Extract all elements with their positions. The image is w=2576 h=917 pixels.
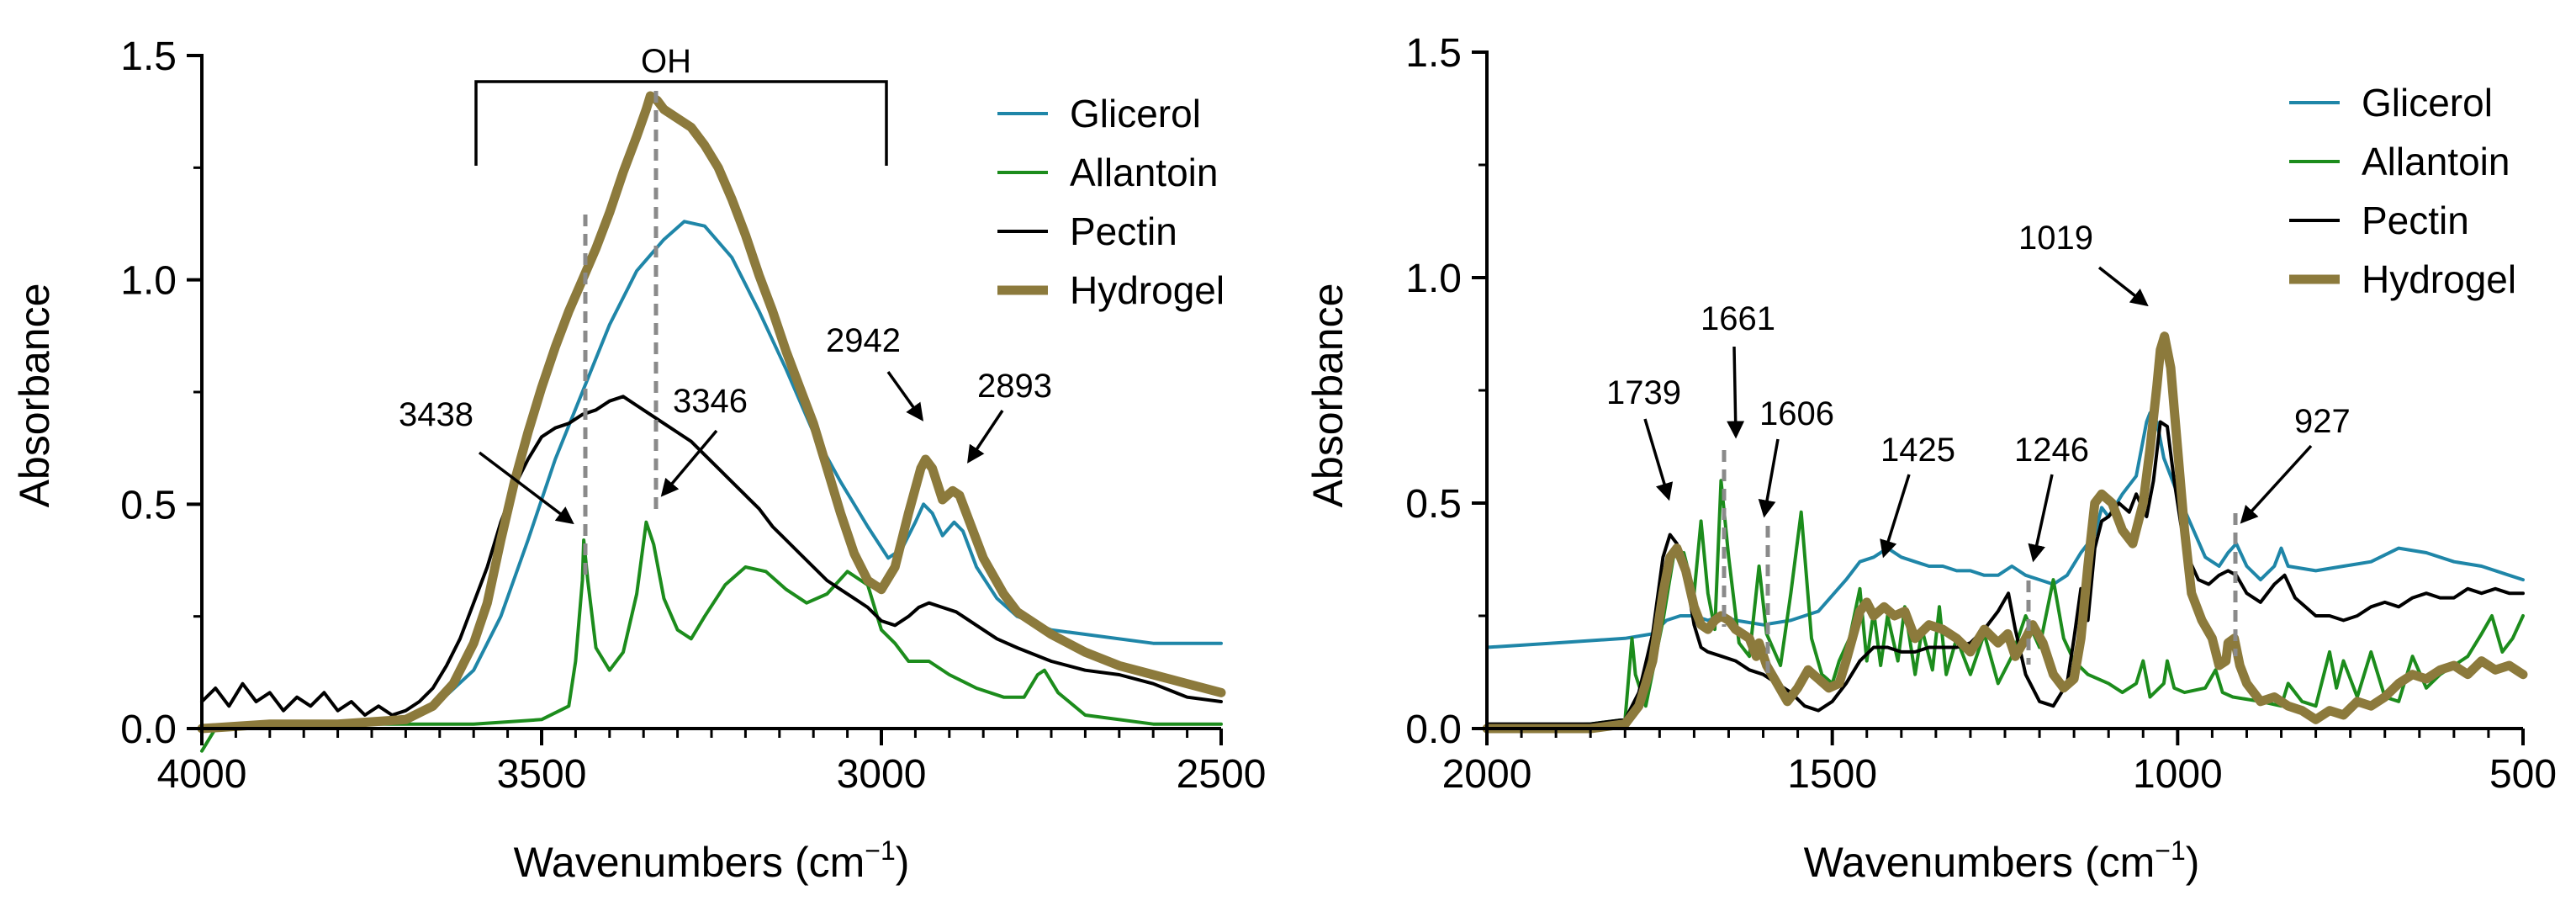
y-tick-label: 1.0 [1405,257,1462,301]
series-line-glicerol-right [1485,411,2525,649]
y-tick-label: 0.0 [1405,708,1462,752]
arrow-1606 [1758,438,1780,518]
x-axis-title-main: Wavenumbers (cm [514,839,865,886]
arrow-1739 [1643,418,1674,501]
series-layer-left [197,91,1226,753]
y-ticks-left: 0.0 0.5 1.0 1.5 [120,34,202,752]
annotation-1739: 1739 [1606,374,1681,411]
legend-label-allantoin: Allantoin [2362,140,2510,183]
x-ticks-left: 4000 3500 3000 2500 [157,729,1267,797]
legend-label-allantoin: Allantoin [1070,151,1218,194]
series-line-pectin-right [1485,420,2525,726]
annotation-1606: 1606 [1759,395,1834,432]
oh-bracket [474,80,888,166]
legend-left: Glicerol Allantoin Pectin Hydrogel [997,92,1225,312]
annotation-2942: 2942 [826,322,901,359]
series-line-glicerol-left [200,220,1223,730]
x-tick-label: 1500 [1787,752,1877,797]
y-tick-label: 1.5 [1405,31,1462,76]
x-axis-title-sup: −1 [865,835,895,866]
x-tick-label: 2000 [1442,752,1532,797]
legend-label-glicerol: Glicerol [1070,92,1201,135]
legend-label-pectin: Pectin [1070,209,1177,253]
annotation-3346: 3346 [673,383,748,420]
arrow-1246 [2028,474,2054,563]
x-axis-title-end: ) [896,839,910,886]
x-axis-title-main: Wavenumbers (cm [1804,839,2155,886]
annotation-2893: 2893 [977,368,1052,405]
series-line-allantoin-left [200,520,1223,753]
legend-right: Glicerol Allantoin Pectin Hydrogel [2289,81,2516,301]
legend-label-hydrogel: Hydrogel [2362,257,2516,301]
y-tick-label: 1.0 [120,259,177,304]
y-tick-label: 1.5 [120,34,177,79]
guides-left [583,91,659,579]
annotations-left: OH 3438 3346 2942 2893 [399,43,1052,525]
y-tick-label: 0.5 [120,483,177,527]
arrow-1019 [2097,266,2149,307]
x-axis-title-sup: −1 [2155,835,2185,866]
annotation-927: 927 [2294,403,2351,440]
legend-label-hydrogel: Hydrogel [1070,268,1225,312]
annotations-right: 1739 1661 1606 1425 1246 1019 927 [1606,220,2351,563]
chart-left: 0.0 0.5 1.0 1.5 4000 3500 3000 2500 Absorbance… [11,34,1266,886]
guides-right [1722,450,2238,677]
arrow-3438 [478,451,574,525]
x-tick-label: 3000 [837,752,927,797]
x-tick-label: 500 [2489,752,2557,797]
annotation-1246: 1246 [2014,432,2089,469]
annotation-1661: 1661 [1701,300,1775,337]
arrow-927 [2240,444,2313,524]
series-line-hydrogel-left [197,91,1226,734]
annotation-1019: 1019 [2018,220,2093,257]
y-tick-label: 0.0 [120,708,177,752]
x-tick-label: 4000 [157,752,247,797]
x-tick-label: 3500 [497,752,587,797]
y-tick-label: 0.5 [1405,482,1462,527]
x-tick-label: 2500 [1177,752,1267,797]
arrow-2893 [967,410,1004,464]
x-axis-title-end: ) [2186,839,2200,886]
y-axis-title-left: Absorbance [11,284,58,508]
annotation-oh: OH [641,43,691,80]
y-axis-title-right: Absorbance [1304,284,1351,508]
series-layer-right [1482,331,2528,734]
x-ticks-right: 2000 1500 1000 500 [1442,729,2557,797]
arrow-1661 [1727,346,1745,439]
series-line-pectin-left [200,395,1223,717]
arrow-1425 [1880,474,1911,559]
annotation-3438: 3438 [399,396,473,433]
annotation-1425: 1425 [1880,432,1955,469]
chart-right: 0.00.51.01.5 2000 1500 1000 500 Absorbance … [1304,31,2557,886]
legend-label-glicerol: Glicerol [2362,81,2493,125]
x-axis-title-right: Wavenumbers (cm−1) [1804,835,2200,886]
legend-label-pectin: Pectin [2362,199,2469,242]
series-line-allantoin-right [1485,479,2525,730]
arrow-3346 [660,429,718,497]
series-line-hydrogel-right [1482,331,2528,734]
arrow-2942 [886,370,924,421]
x-axis-title-left: Wavenumbers (cm−1) [514,835,910,886]
x-tick-label: 1000 [2133,752,2223,797]
y-ticks-right: 0.0 0.5 1.0 1.5 [1405,31,1487,752]
